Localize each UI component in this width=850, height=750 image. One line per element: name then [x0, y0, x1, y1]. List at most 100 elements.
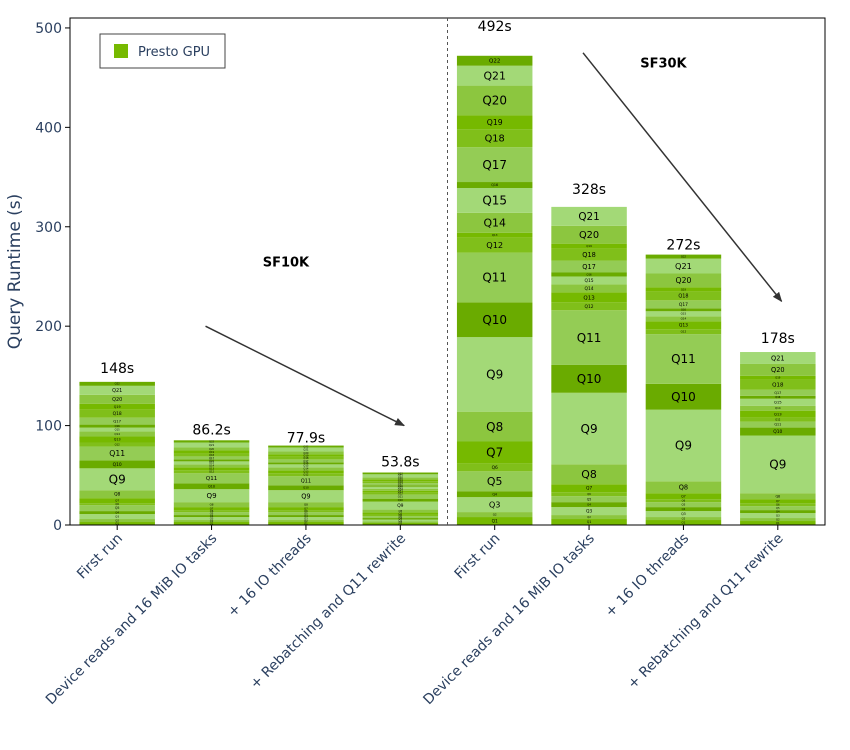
bar-segment [645, 329, 722, 335]
segment-label: Q8 [775, 494, 780, 498]
bar-segment [645, 311, 722, 317]
segment-label: Q12 [681, 330, 687, 334]
segment-label: Q3 [399, 518, 403, 522]
bar-stack [79, 381, 155, 525]
bar-segment [645, 258, 722, 274]
bar-segment [645, 316, 722, 322]
segment-label: Q6 [115, 502, 119, 506]
segment-label: Q15 [482, 194, 507, 208]
segment-label: Q20 [112, 397, 122, 403]
bar-segment [456, 441, 533, 464]
y-tick-label: 0 [53, 518, 62, 534]
bar-segment [551, 484, 627, 493]
segment-label: Q22 [303, 444, 309, 448]
bar-segment [740, 435, 816, 494]
segment-label: Q4 [682, 507, 686, 511]
segment-label: Q13 [303, 470, 309, 474]
segment-label: Q1 [492, 519, 498, 525]
segment-label: Q7 [304, 506, 308, 510]
segment-label: Q16 [491, 183, 498, 187]
segment-label: Q5 [210, 511, 214, 515]
segment-label: Q6 [399, 513, 403, 517]
bar-segment [173, 459, 250, 462]
segment-label: Q19 [681, 287, 687, 291]
segment-label: Q18 [678, 294, 688, 300]
x-tick-label: + Rebatching and Q11 rewrite [625, 531, 787, 693]
bar-segment [551, 310, 627, 365]
segment-label: Q12 [398, 492, 404, 496]
bar-segment [79, 403, 155, 410]
bar-segment [173, 473, 250, 484]
bar-segment [268, 515, 344, 518]
bar-segment [645, 511, 722, 518]
bar-segment [645, 499, 722, 503]
segment-label: Q2 [115, 518, 119, 522]
segment-label: Q12 [303, 473, 309, 477]
bar-segment [740, 499, 816, 504]
bar-segment [79, 442, 155, 447]
segment-label: Q9 [397, 503, 403, 509]
legend[interactable]: Presto GPU [99, 33, 226, 69]
bar-segment [740, 518, 816, 522]
bar-stack [268, 445, 344, 525]
x-tick-label: First run [452, 531, 504, 583]
segment-label: Q6 [210, 509, 214, 513]
segment-label: Q8 [114, 492, 120, 498]
bar-segment [362, 494, 439, 499]
bar-segment [362, 492, 439, 495]
segment-label: Q19 [487, 118, 503, 127]
segment-labels-layer: Q1Q2Q3Q4Q5Q6Q7Q8Q9Q10Q11Q12Q13Q14Q15Q16Q… [109, 59, 787, 526]
segment-label: Q7 [210, 506, 214, 510]
bar-segment [268, 520, 344, 523]
bar-segment [173, 447, 250, 451]
bar-segment [456, 337, 533, 412]
segment-label: Q16 [303, 461, 309, 465]
segment-label: Q6 [682, 499, 686, 503]
segment-label: Q20 [482, 94, 507, 108]
bar-segment [173, 489, 250, 503]
segment-label: Q2 [682, 516, 686, 520]
bar-segment [551, 276, 627, 285]
segment-label: Q18 [209, 453, 215, 457]
segment-label: Q11 [206, 476, 217, 482]
annotations-layer: SF10K SF30K [205, 52, 783, 427]
legend-box [99, 33, 226, 69]
segment-label: Q21 [578, 211, 599, 223]
bar-stack [456, 55, 533, 525]
bar-segment [456, 65, 533, 86]
y-tick-label: 500 [35, 21, 62, 37]
bar-segment [456, 129, 533, 148]
segment-label: Q9 [486, 368, 503, 382]
segment-label: Q1 [776, 521, 780, 525]
segment-label: Q7 [486, 446, 503, 460]
segment-label: Q7 [776, 499, 780, 503]
bar-segment [645, 383, 722, 410]
bar-total-label: 148s [100, 361, 134, 377]
segment-label: Q20 [771, 366, 785, 374]
segment-label: Q11 [774, 423, 781, 427]
bar-segment [362, 490, 439, 493]
legend-label: Presto GPU [138, 45, 210, 60]
x-tick-label: Device reads and 16 MiB IO tasks [43, 531, 221, 709]
segment-label: Q13 [583, 295, 595, 301]
segment-label: Q3 [681, 512, 686, 516]
group-annotation: SF30K [640, 57, 687, 72]
segment-label: Q12 [585, 304, 594, 310]
bar-stack [362, 472, 439, 525]
segment-label: Q10 [773, 429, 782, 435]
x-tick-label: Device reads and 16 MiB IO tasks [420, 531, 598, 709]
bar-segment [740, 410, 816, 418]
bar-segment [268, 485, 344, 491]
bar-segment [551, 248, 627, 261]
bar-segment [551, 206, 627, 226]
bar-segment [456, 115, 533, 130]
bar-segment [173, 517, 250, 521]
segment-label: Q4 [115, 510, 119, 514]
bar-segment [645, 334, 722, 384]
segment-label: Q5 [587, 497, 592, 501]
bar-segment [362, 516, 439, 519]
segment-label: Q4 [210, 514, 214, 518]
bar-segment [268, 462, 344, 465]
segment-label: Q17 [774, 391, 781, 395]
segment-label: Q4 [776, 509, 780, 513]
